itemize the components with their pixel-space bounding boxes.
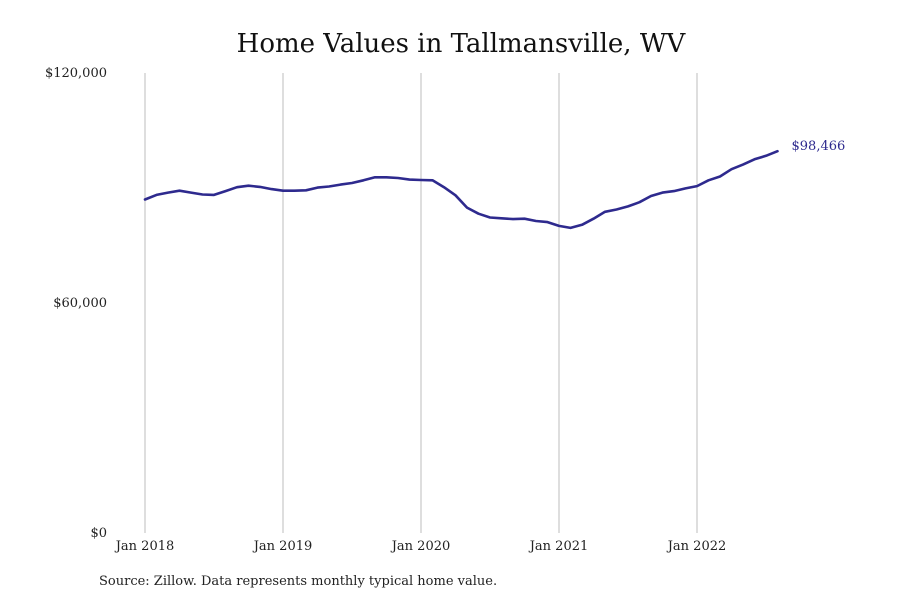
grid-lines xyxy=(144,73,698,533)
chart-title: Home Values in Tallmansville, WV xyxy=(237,29,687,59)
series-line xyxy=(143,149,779,230)
x-tick-label: Jan 2020 xyxy=(390,539,451,554)
x-tick-label: Jan 2022 xyxy=(666,539,727,554)
x-tick-label: Jan 2018 xyxy=(114,539,175,554)
y-tick-label: $60,000 xyxy=(53,296,107,311)
x-axis: Jan 2018 Jan 2019 Jan 2020 Jan 2021 Jan 2022 xyxy=(114,539,727,554)
y-tick-label: $0 xyxy=(90,526,107,541)
x-tick-label: Jan 2019 xyxy=(252,539,313,554)
y-tick-label: $120,000 xyxy=(45,66,107,81)
source-note: Source: Zillow. Data represents monthly … xyxy=(99,574,497,589)
x-tick-label: Jan 2021 xyxy=(528,539,589,554)
end-value-label: $98,466 xyxy=(792,139,846,154)
y-axis: $0 $60,000 $120,000 xyxy=(45,66,107,541)
